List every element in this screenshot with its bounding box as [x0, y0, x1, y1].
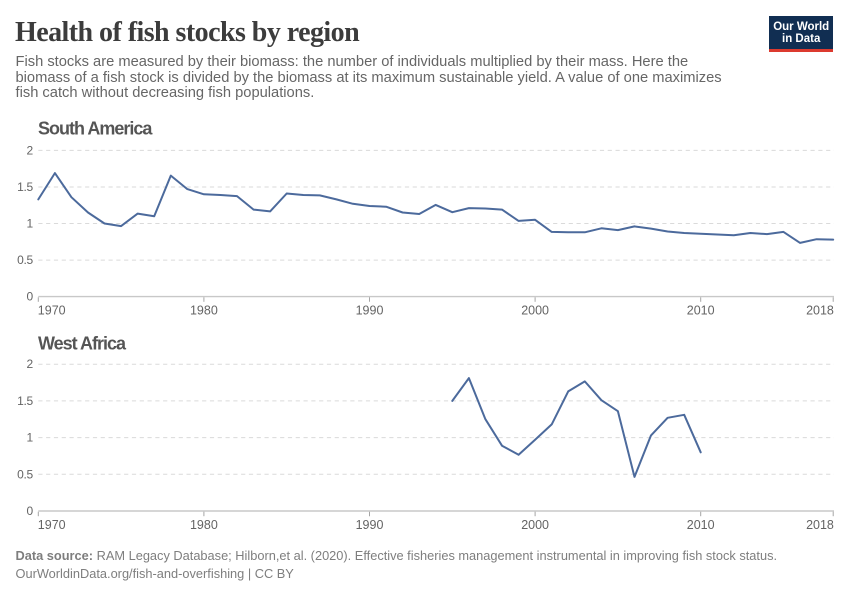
- svg-text:0.5: 0.5: [17, 253, 33, 267]
- svg-text:1990: 1990: [356, 518, 384, 532]
- svg-text:2018: 2018: [806, 518, 834, 532]
- svg-text:2: 2: [27, 357, 34, 371]
- svg-text:2: 2: [27, 143, 34, 157]
- svg-text:0.5: 0.5: [17, 467, 33, 481]
- svg-text:1: 1: [27, 217, 34, 231]
- svg-text:2010: 2010: [687, 518, 715, 532]
- svg-text:2010: 2010: [687, 304, 715, 318]
- svg-text:2018: 2018: [806, 304, 834, 318]
- svg-text:1970: 1970: [38, 304, 66, 318]
- svg-text:South America: South America: [38, 118, 153, 138]
- svg-text:1: 1: [27, 431, 34, 445]
- svg-text:1990: 1990: [356, 304, 384, 318]
- svg-text:2000: 2000: [521, 304, 549, 318]
- svg-text:1.5: 1.5: [17, 180, 33, 194]
- svg-text:1970: 1970: [38, 518, 66, 532]
- svg-text:1980: 1980: [190, 518, 218, 532]
- svg-text:0: 0: [27, 290, 34, 304]
- svg-text:2000: 2000: [521, 518, 549, 532]
- svg-text:1.5: 1.5: [17, 394, 33, 408]
- svg-text:0: 0: [27, 504, 34, 518]
- svg-text:West Africa: West Africa: [38, 333, 127, 353]
- svg-text:1980: 1980: [190, 304, 218, 318]
